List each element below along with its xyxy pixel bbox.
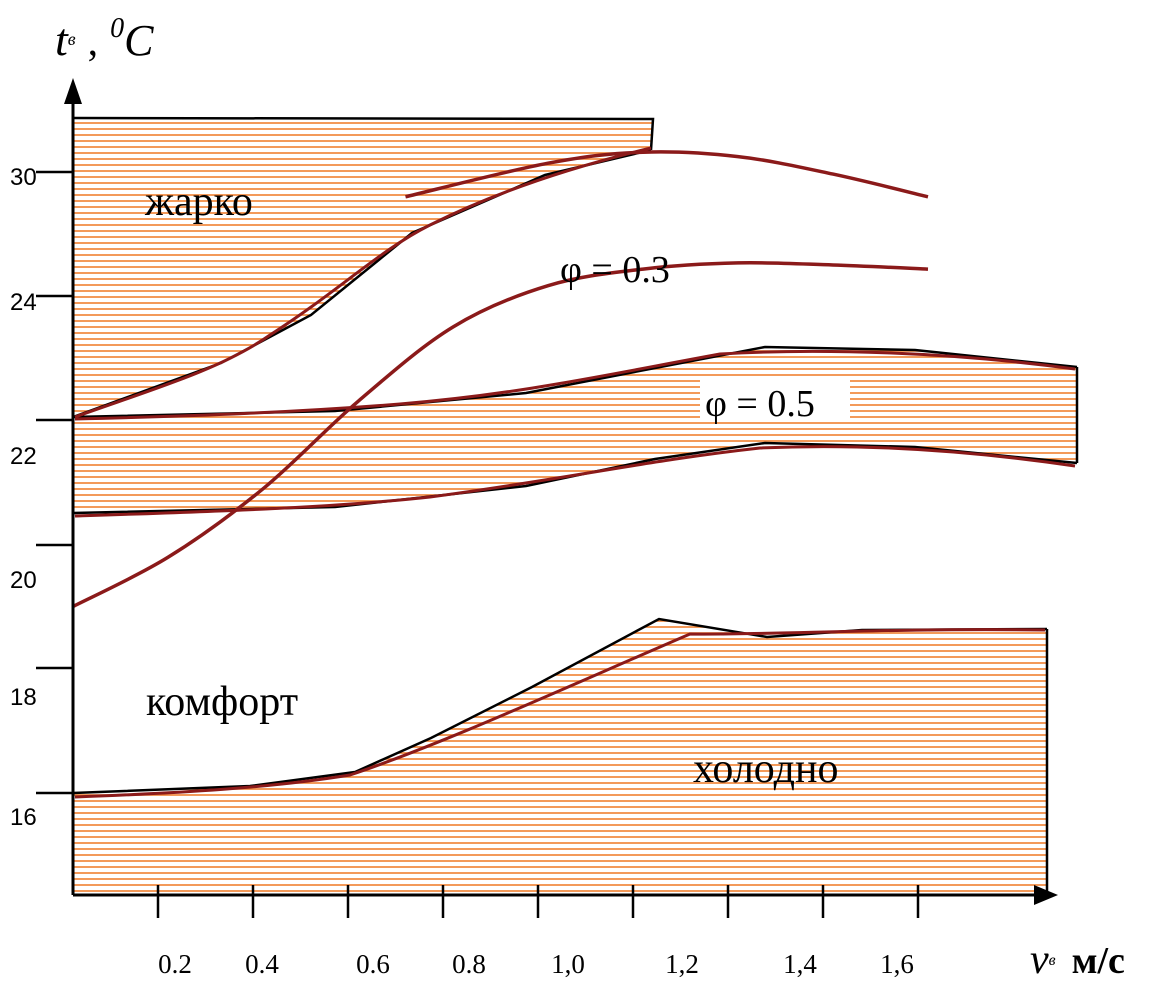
y-axis-unit-sup: 0 <box>110 13 124 44</box>
hot-boundary-red <box>74 146 652 419</box>
y-tick-label: 24 <box>10 289 37 316</box>
x-tick-label: 1,2 <box>665 949 699 979</box>
y-axis-subscript: в <box>68 29 76 49</box>
x-axis-subscript: в <box>1049 952 1056 969</box>
x-tick-label: 0.4 <box>245 949 279 979</box>
comfort-band-upper-line <box>72 345 1078 419</box>
x-tick-label: 1,0 <box>551 949 585 979</box>
phi-0-5-label-bg <box>700 380 850 422</box>
y-tick-label: 30 <box>10 164 37 191</box>
x-tick-label: 1,6 <box>880 949 914 979</box>
x-tick-label: 1,4 <box>783 949 817 979</box>
y-tick-label: 18 <box>10 684 37 711</box>
hot-region-label: жарко <box>144 179 253 225</box>
x-axis-label: vв м/с <box>1030 937 1125 983</box>
hot-region-outline <box>72 116 655 151</box>
y-axis-unit: C <box>124 16 154 65</box>
band-lower-red <box>74 445 1076 518</box>
phi-0-3-label: φ = 0.3 <box>560 249 670 291</box>
cold-boundary-red <box>74 628 1046 799</box>
x-axis-arrow <box>1034 885 1058 905</box>
y-tick-label: 22 <box>10 443 37 470</box>
comfort-region-label: комфорт <box>146 679 298 725</box>
x-tick-label: 0.2 <box>158 949 192 979</box>
x-tick-label: 0.8 <box>452 949 486 979</box>
band-upper-red <box>74 349 1076 421</box>
x-axis-symbol: v <box>1030 937 1049 983</box>
phi-0-5-label: φ = 0.5 <box>705 383 815 425</box>
comfort-band-lower-line <box>72 441 1078 515</box>
cold-region <box>73 619 1047 895</box>
comfort-band-region <box>73 347 1077 513</box>
y-axis-arrow <box>64 78 82 104</box>
phi-0-5-curve <box>72 261 929 609</box>
x-axis-unit: м/с <box>1072 940 1125 982</box>
y-axis-symbol: t <box>55 14 69 65</box>
y-tick-label: 20 <box>10 567 37 594</box>
cold-region-label: холодно <box>693 746 838 792</box>
x-tick-label: 0.6 <box>356 949 390 979</box>
y-tick-label: 16 <box>10 804 37 831</box>
phi-0-3-curve <box>405 150 929 199</box>
y-axis-label: tв, 0C <box>55 13 154 65</box>
